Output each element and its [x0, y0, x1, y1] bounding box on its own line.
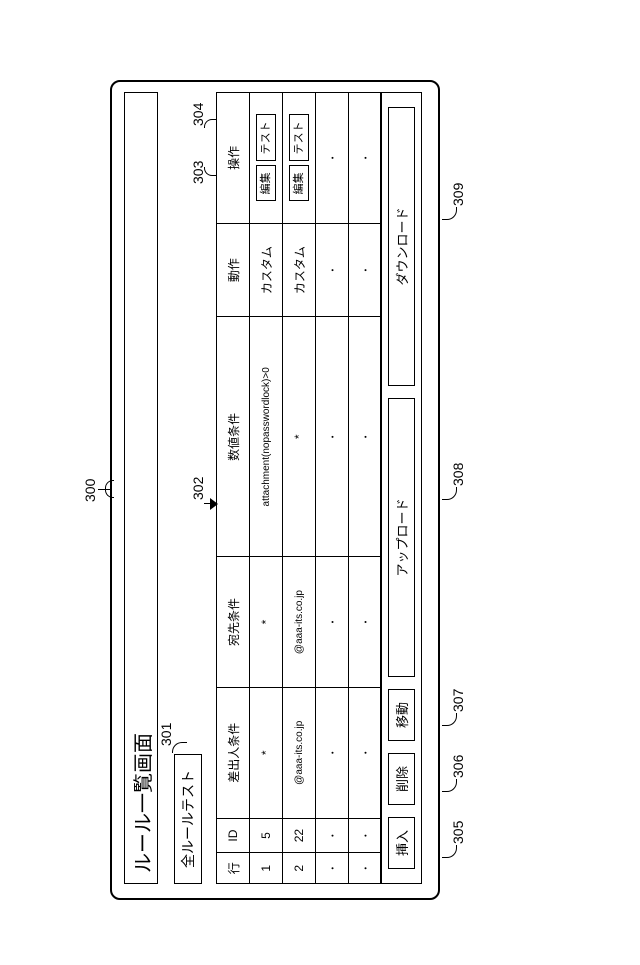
cell-id: ･ [349, 818, 382, 853]
table-row: ･ ･ ･ ･ ･ ･ ･ [316, 93, 349, 884]
hook-306 [442, 779, 457, 792]
title-bar: ルール一覧画面 [124, 92, 158, 884]
callout-308: 308 [450, 463, 466, 486]
th-to: 宛先条件 [217, 557, 250, 688]
cell-id: 22 [283, 818, 316, 853]
hook-309 [442, 207, 457, 220]
callout-309: 309 [450, 183, 466, 206]
insert-button[interactable]: 挿入 [388, 817, 415, 869]
tab-all-rule-test[interactable]: 全ルールテスト [174, 754, 202, 884]
cell-to: * [250, 557, 283, 688]
callout-302: 302 [190, 477, 206, 500]
cell-from: * [250, 687, 283, 818]
th-ops: 操作 [217, 93, 250, 224]
cell-from: ･ [316, 687, 349, 818]
hook-305 [442, 845, 457, 858]
cell-from: @aaa-its.co.jp [283, 687, 316, 818]
rules-table: 行 ID 差出人条件 宛先条件 数値条件 動作 操作 1 5 * * [216, 92, 382, 884]
test-button[interactable]: テスト [256, 114, 276, 161]
table-row: ･ ･ ･ ･ ･ ･ ･ [349, 93, 382, 884]
cell-act: カスタム [283, 223, 316, 317]
cell-ops: 編集テスト [250, 93, 283, 224]
hook-301 [172, 742, 187, 753]
callout-305: 305 [450, 821, 466, 844]
th-id: ID [217, 818, 250, 853]
cell-num: ･ [316, 317, 349, 557]
cell-row: 1 [250, 853, 283, 884]
cell-act: カスタム [250, 223, 283, 317]
table-row: 2 22 @aaa-its.co.jp @aaa-its.co.jp * カスタ… [283, 93, 316, 884]
table-row: 1 5 * * attachment(nopasswordlock)>0 カスタ… [250, 93, 283, 884]
ops-placeholder: ･ [359, 155, 373, 161]
move-button[interactable]: 移動 [388, 689, 415, 741]
cell-from: ･ [349, 687, 382, 818]
callout-304: 304 [190, 103, 206, 126]
callout-306: 306 [450, 755, 466, 778]
callout-307: 307 [450, 689, 466, 712]
hook-307 [442, 713, 457, 726]
page-title: ルール一覧画面 [127, 733, 156, 873]
upload-button[interactable]: アップロード [388, 398, 415, 677]
figure-stage: 300 ルール一覧画面 全ルールテスト 301 302 303 304 [90, 60, 510, 900]
tab-label: 全ルールテスト [178, 770, 198, 868]
edit-button[interactable]: 編集 [256, 165, 276, 201]
ops-placeholder: ･ [326, 155, 340, 161]
hook-308 [442, 487, 457, 500]
cell-id: ･ [316, 818, 349, 853]
action-button-row: 挿入 削除 移動 アップロード ダウンロード [380, 92, 422, 884]
download-button[interactable]: ダウンロード [388, 107, 415, 386]
outer-panel: ルール一覧画面 全ルールテスト 301 302 303 304 [110, 80, 440, 900]
cell-act: ･ [349, 223, 382, 317]
callout-300: 300 [82, 479, 98, 502]
cell-ops: ･ [316, 93, 349, 224]
callout-301: 301 [158, 723, 174, 746]
th-num: 数値条件 [217, 317, 250, 557]
cell-row: ･ [316, 853, 349, 884]
th-from: 差出人条件 [217, 687, 250, 818]
test-button[interactable]: テスト [289, 114, 309, 161]
cell-row: ･ [349, 853, 382, 884]
table-header-row: 行 ID 差出人条件 宛先条件 数値条件 動作 操作 [217, 93, 250, 884]
cell-id: 5 [250, 818, 283, 853]
cell-to: ･ [349, 557, 382, 688]
cell-ops: 編集テスト [283, 93, 316, 224]
th-row: 行 [217, 853, 250, 884]
callout-303: 303 [190, 161, 206, 184]
cell-num: attachment(nopasswordlock)>0 [250, 317, 283, 557]
cell-row: 2 [283, 853, 316, 884]
cell-num: * [283, 317, 316, 557]
edit-button[interactable]: 編集 [289, 165, 309, 201]
cell-to: ･ [316, 557, 349, 688]
cell-ops: ･ [349, 93, 382, 224]
th-action: 動作 [217, 223, 250, 317]
delete-button[interactable]: 削除 [388, 753, 415, 805]
cell-num: ･ [349, 317, 382, 557]
cell-to: @aaa-its.co.jp [283, 557, 316, 688]
cell-act: ･ [316, 223, 349, 317]
